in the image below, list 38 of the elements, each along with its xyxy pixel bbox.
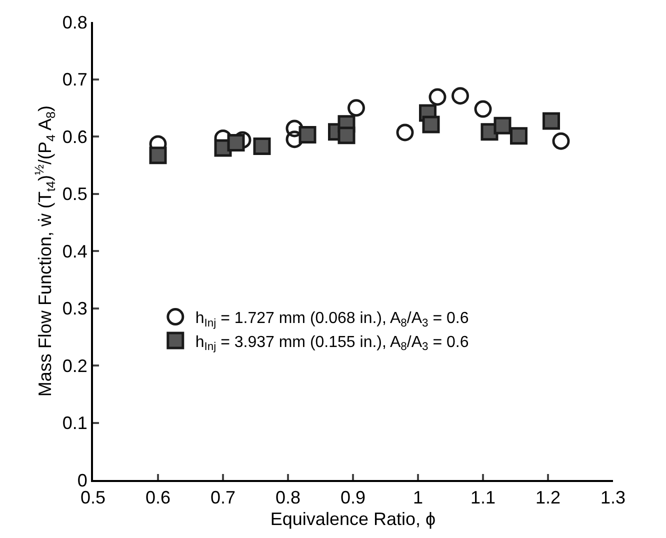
- point: [396, 124, 414, 142]
- x-tick-label: 1.3: [600, 488, 626, 508]
- y-tick-label: 0.7: [62, 70, 88, 90]
- x-tick-label: 1: [412, 488, 424, 508]
- x-axis-title: Equivalence Ratio, ϕ: [270, 509, 436, 530]
- y-tick-label: 0.1: [62, 413, 88, 434]
- point: [298, 126, 316, 144]
- y-tick-label: 0.6: [62, 126, 88, 147]
- point: [286, 120, 304, 138]
- x-tick-label: 0.5: [80, 488, 106, 508]
- point: [542, 112, 560, 130]
- point: [510, 127, 528, 145]
- x-tick-label: 0.7: [210, 488, 236, 508]
- point: [474, 100, 492, 118]
- x-tick-label: 0.6: [145, 488, 171, 508]
- point: [552, 132, 570, 150]
- point: [253, 137, 271, 155]
- y-tick-label: 0.3: [62, 298, 88, 319]
- x-tick-label: 0.9: [340, 488, 366, 508]
- x-tick-label: 1.2: [535, 488, 561, 508]
- point: [422, 116, 440, 134]
- point: [494, 116, 512, 134]
- point: [428, 88, 446, 106]
- point: [338, 126, 356, 144]
- x-tick-label: 1.1: [470, 488, 496, 508]
- point: [227, 134, 245, 152]
- y-tick-label: 0: [77, 470, 88, 490]
- point: [452, 87, 469, 105]
- y-tick-label: 0.2: [62, 356, 88, 376]
- point: [149, 146, 167, 164]
- y-tick-label: 0.8: [62, 12, 88, 32]
- point: [348, 99, 365, 117]
- y-tick-label: 0.5: [62, 184, 88, 204]
- y-tick-label: 0.4: [62, 241, 88, 262]
- x-tick-label: 0.8: [275, 488, 301, 508]
- point: [286, 130, 304, 148]
- legend-label: h$_{Inj}$ = 1.727 mm (0.068 in.), A$_{8}$/A$_{3}$ = 0.6: [195, 310, 469, 330]
- legend-label: h$_{Inj}$ = 3.937 mm (0.155 in.), A$_{8}$/A$_{3}$ = 0.6: [195, 334, 469, 354]
